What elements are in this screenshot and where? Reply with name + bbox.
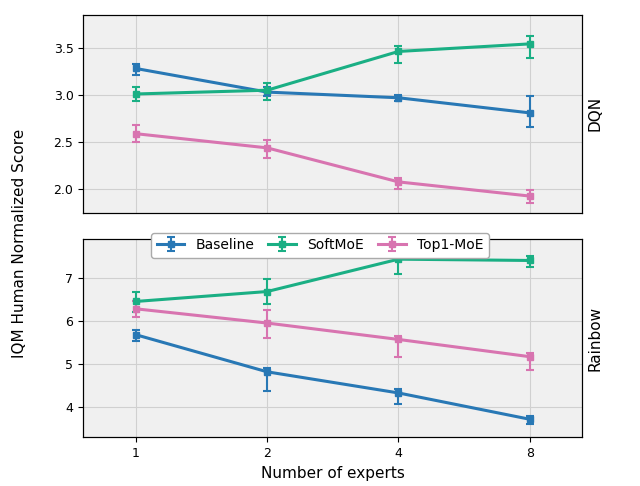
X-axis label: Number of experts: Number of experts [261, 466, 404, 481]
Legend: Baseline, SoftMoE, Top1-MoE: Baseline, SoftMoE, Top1-MoE [151, 233, 489, 258]
Y-axis label: DQN: DQN [588, 96, 603, 131]
Y-axis label: Rainbow: Rainbow [588, 306, 603, 371]
Text: IQM Human Normalized Score: IQM Human Normalized Score [12, 128, 27, 358]
